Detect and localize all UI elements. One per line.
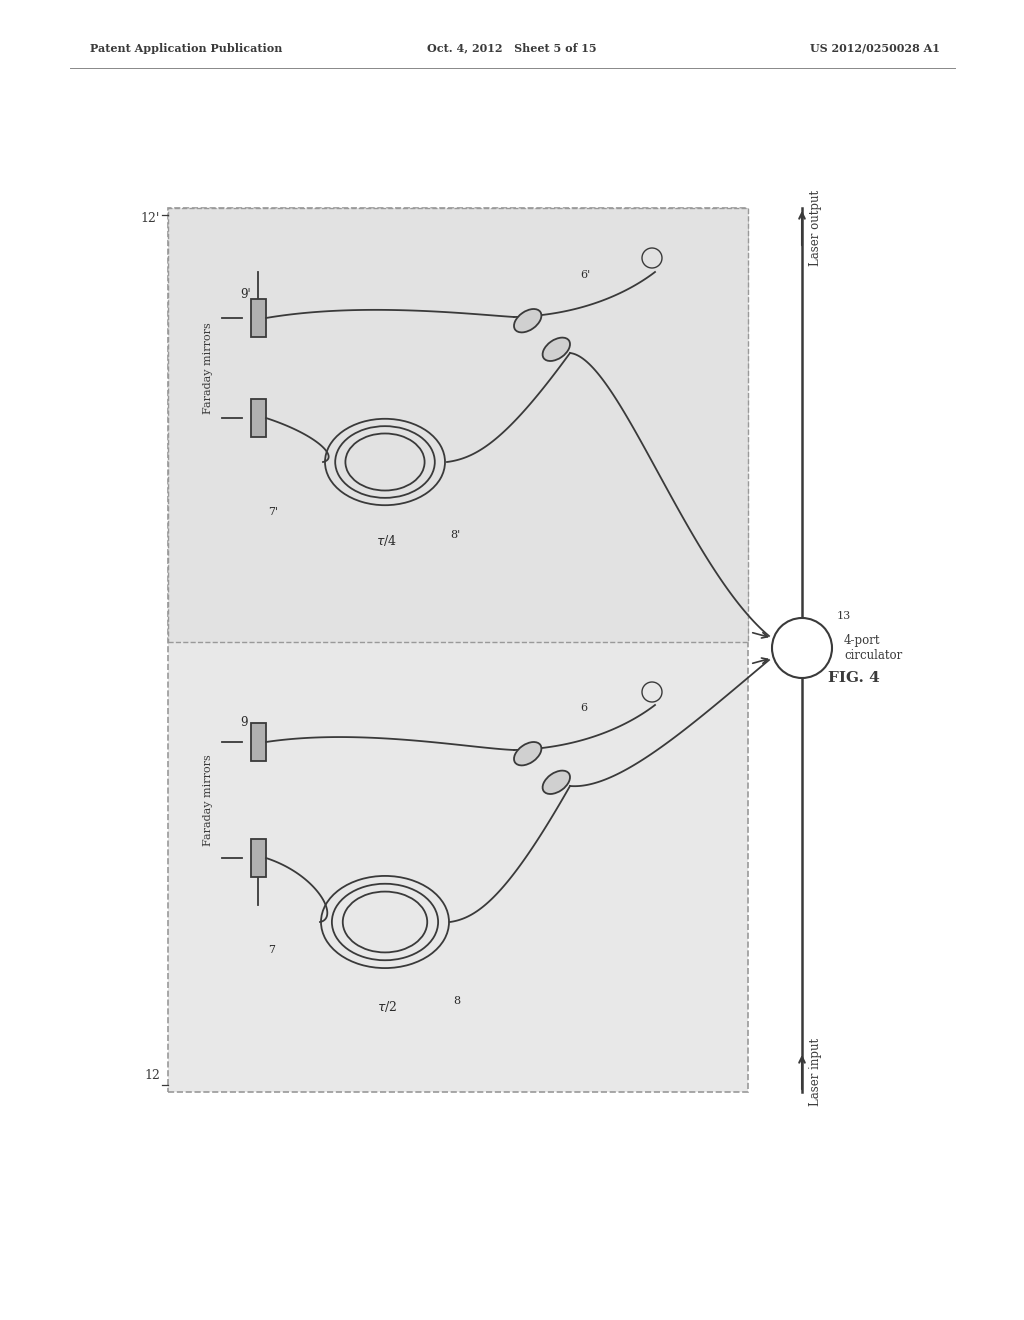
Text: $\tau$/4: $\tau$/4 — [377, 532, 397, 548]
Text: Patent Application Publication: Patent Application Publication — [90, 42, 283, 54]
Polygon shape — [168, 209, 748, 642]
Text: 8': 8' — [450, 531, 460, 540]
Text: 9': 9' — [240, 288, 251, 301]
Ellipse shape — [543, 338, 570, 360]
Bar — [251, 840, 265, 876]
Bar — [251, 399, 265, 437]
Text: US 2012/0250028 A1: US 2012/0250028 A1 — [810, 42, 940, 54]
Circle shape — [772, 618, 831, 678]
Text: 6: 6 — [580, 704, 587, 713]
Text: 7': 7' — [268, 507, 279, 517]
Text: Faraday mirrors: Faraday mirrors — [203, 322, 213, 414]
Bar — [251, 300, 265, 337]
Text: 4-port
circulator: 4-port circulator — [844, 634, 902, 663]
Text: FIG. 4: FIG. 4 — [828, 671, 880, 685]
Text: 12': 12' — [140, 213, 160, 224]
Ellipse shape — [543, 771, 570, 795]
Polygon shape — [168, 209, 748, 1092]
Bar — [251, 723, 265, 762]
Text: Faraday mirrors: Faraday mirrors — [203, 754, 213, 846]
Text: Oct. 4, 2012   Sheet 5 of 15: Oct. 4, 2012 Sheet 5 of 15 — [427, 42, 597, 54]
Ellipse shape — [514, 309, 542, 333]
Text: Laser output: Laser output — [809, 190, 822, 267]
Text: 7: 7 — [268, 945, 275, 954]
Text: 6': 6' — [580, 271, 590, 280]
Text: 9: 9 — [240, 715, 248, 729]
Text: 8: 8 — [453, 997, 460, 1006]
Ellipse shape — [514, 742, 542, 766]
Text: Laser input: Laser input — [809, 1038, 822, 1106]
Text: 13: 13 — [837, 611, 851, 620]
Text: $\tau$/2: $\tau$/2 — [377, 998, 397, 1014]
Text: 12: 12 — [144, 1069, 160, 1082]
